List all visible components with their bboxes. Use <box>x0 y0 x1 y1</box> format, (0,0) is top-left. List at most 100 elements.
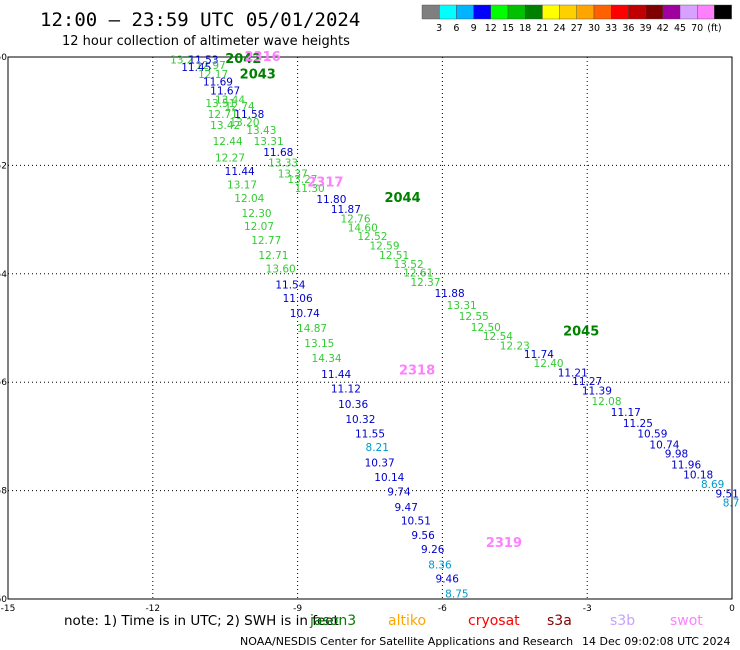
color-swatch <box>714 4 732 20</box>
color-scale-label: 15 <box>502 23 514 34</box>
x-tick-label: 0 <box>729 604 735 614</box>
wave-height-value: 11.12 <box>331 384 361 396</box>
color-swatch <box>628 4 646 20</box>
wave-height-value: 11.27 <box>572 376 602 388</box>
credit-source: NOAA/NESDIS Center for Satellite Applica… <box>240 635 573 648</box>
wave-height-value: 12.23 <box>500 340 530 352</box>
wave-height-value: 13.33 <box>268 158 298 170</box>
pass-number-label: 2318 <box>399 364 435 379</box>
wave-height-value: 9.74 <box>387 487 411 499</box>
wave-height-value: 11.88 <box>435 288 465 300</box>
wave-height-value: 11.17 <box>611 407 641 419</box>
wave-height-value: 13.52 <box>394 259 424 271</box>
wave-height-value: 12.08 <box>591 396 621 408</box>
y-tick-label: -50 <box>0 53 7 63</box>
wave-height-value: 12.61 <box>403 268 433 280</box>
credit-timestamp: 14 Dec 09:02:08 UTC 2024 <box>582 635 730 648</box>
wave-height-value: 8.75 <box>723 498 740 510</box>
wave-height-value: 9.26 <box>421 544 445 556</box>
color-swatch <box>576 4 595 20</box>
wave-height-value: 11.21 <box>558 367 588 379</box>
color-swatch <box>421 4 440 20</box>
wave-height-value: 11.54 <box>275 280 305 292</box>
wave-height-value: 11.87 <box>331 204 361 216</box>
wave-height-value: 13.17 <box>227 179 257 191</box>
wave-height-value: 13.2 <box>170 55 193 67</box>
color-swatch <box>611 4 629 20</box>
wave-height-value: 12.51 <box>379 250 409 262</box>
wave-height-value: 11.30 <box>295 183 325 195</box>
wave-height-value: 13.43 <box>246 125 276 137</box>
wave-height-value: 10.37 <box>365 457 395 469</box>
color-swatch <box>559 4 577 20</box>
color-swatch <box>439 4 457 20</box>
color-scale-label: 9 <box>471 23 477 34</box>
wave-height-value: 10.36 <box>338 399 368 411</box>
pass-number-label: 2042 <box>225 52 261 67</box>
color-scale: 3 6 9 12 15 18 21 24 27 30 33 36 39 42 45 70 (ft) <box>421 4 732 34</box>
wave-height-value: 11.39 <box>582 385 612 397</box>
wave-height-value: 12.50 <box>471 322 501 334</box>
color-swatch <box>542 4 560 20</box>
wave-height-value: 11.06 <box>283 293 313 305</box>
wave-height-value: 11.25 <box>623 418 653 430</box>
wave-height-value: 12.77 <box>251 235 281 247</box>
legend-altiko: altiko <box>388 613 426 629</box>
pass-number-label: 2316 <box>245 50 281 65</box>
wave-height-value: 13.60 <box>266 263 296 275</box>
wave-height-value: 11.55 <box>355 429 385 441</box>
note-text: note: 1) Time is in UTC; 2) SWH is in fe… <box>64 613 339 629</box>
wave-height-value: 14.34 <box>312 353 342 365</box>
wave-height-value: 14.87 <box>297 323 327 335</box>
pass-number-label: 2319 <box>486 536 522 551</box>
wave-height-value: 13.20 <box>229 117 259 129</box>
wave-height-value: 13.37 <box>278 169 308 181</box>
chart-title: 12:00 – 23:59 UTC 05/01/2024 <box>40 9 360 31</box>
wave-height-value: 9.56 <box>411 530 435 542</box>
wave-height-value: 13.27 <box>287 174 317 186</box>
color-scale-label: 42 <box>657 23 669 34</box>
wave-height-value: 9.98 <box>665 449 688 461</box>
y-tick-label: -54 <box>0 270 7 280</box>
color-scale-label: 30 <box>588 23 600 34</box>
color-scale-label: 27 <box>571 23 583 34</box>
wave-height-value: 8.21 <box>366 442 389 454</box>
x-tick-label: -15 <box>1 604 16 614</box>
color-scale-label: 24 <box>554 23 566 34</box>
wave-height-value: 12.37 <box>410 277 440 289</box>
legend-swot: swot <box>670 613 703 629</box>
wave-height-value: 12.71 <box>258 250 288 262</box>
color-scale-label: 39 <box>640 23 652 34</box>
wave-height-value: 12.44 <box>213 136 243 148</box>
x-tick-label: -6 <box>438 604 447 614</box>
wave-height-value: 12.27 <box>215 152 245 164</box>
chart-subtitle: 12 hour collection of altimeter wave hei… <box>62 34 350 49</box>
legend-cryosat: cryosat <box>468 613 520 629</box>
wave-height-value: 12.76 <box>340 214 370 226</box>
y-tick-label: -56 <box>0 378 7 388</box>
color-scale-label: 3 <box>436 23 442 34</box>
color-scale-label: 70 <box>691 23 703 34</box>
wave-height-value: 10.14 <box>374 472 404 484</box>
pass-number-label: 2043 <box>240 67 276 82</box>
wave-height-value: 12.59 <box>369 241 399 253</box>
color-scale-label: 6 <box>453 23 459 34</box>
y-tick-label: -58 <box>0 487 7 497</box>
wave-height-value: 12.07 <box>244 221 274 233</box>
y-tick-label: -52 <box>0 161 7 171</box>
wave-height-value: 11.58 <box>234 109 264 121</box>
wave-height-value: 10.51 <box>401 515 431 527</box>
wave-height-value: 9.47 <box>395 502 418 514</box>
wave-height-value: 11.44 <box>321 369 351 381</box>
color-scale-label: 18 <box>519 23 531 34</box>
data-points: 13.211.5312.9711.4512.1711.6911.6713.441… <box>170 55 740 601</box>
wave-height-value: 13.31 <box>254 136 284 148</box>
wave-height-value: 10.18 <box>683 469 713 481</box>
wave-height-value: 11.69 <box>203 76 233 88</box>
wave-height-value: 13.51 <box>205 98 235 110</box>
wave-height-value: 9.51 <box>715 488 738 500</box>
wave-height-value: 14.60 <box>348 223 378 235</box>
color-scale-label: 36 <box>622 23 634 34</box>
color-swatch <box>473 4 492 20</box>
